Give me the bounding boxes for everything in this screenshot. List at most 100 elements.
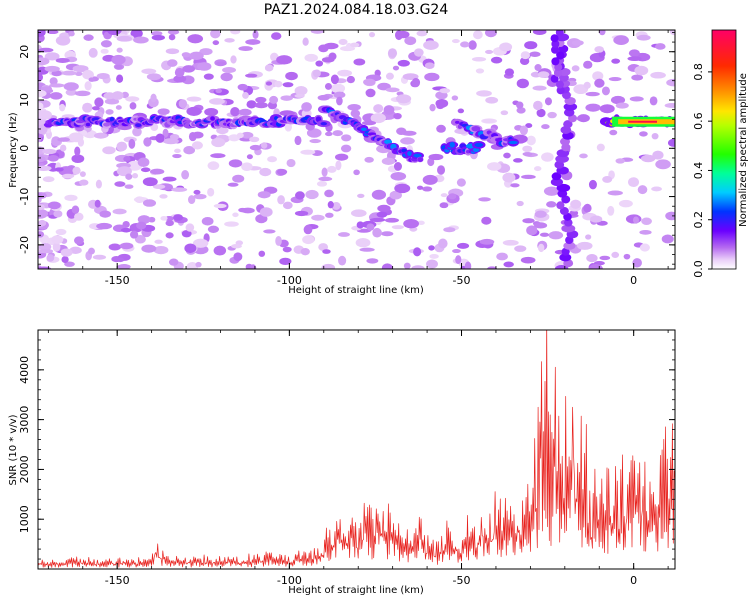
- spectrogram-cell: [404, 36, 417, 46]
- spectrogram-cell: [38, 57, 50, 66]
- spectrogram-cell: [294, 85, 308, 96]
- spectrogram-cell: [197, 62, 212, 71]
- spectrogram-cell: [215, 88, 223, 94]
- spectrogram-cell: [385, 87, 400, 93]
- spectrogram-cell: [324, 83, 332, 90]
- spectrogram-cell: [520, 256, 536, 264]
- spectrogram-cell: [79, 179, 89, 186]
- spectrogram-cell: [452, 248, 461, 254]
- spectrogram-cell: [364, 156, 374, 163]
- spectrogram-cell: [213, 245, 227, 256]
- spectrogram-cell: [547, 111, 557, 119]
- spectrogram-cell: [93, 132, 108, 139]
- spectrogram-cell: [64, 261, 75, 267]
- spectrogram-cell: [96, 72, 110, 80]
- spectrogram-cell: [516, 101, 524, 109]
- spectrogram-cell: [246, 100, 257, 109]
- spectrogram-cell: [541, 124, 550, 130]
- spectrogram-cell: [304, 53, 318, 62]
- spectrogram-cell: [203, 73, 214, 80]
- spectrogram-cell: [40, 86, 53, 91]
- spectrogram-cell: [516, 200, 524, 207]
- spectrogram-cell: [655, 159, 671, 170]
- spectrogram-cell: [372, 227, 382, 238]
- spectrogram-cell: [309, 139, 322, 144]
- spectrogram-cell: [279, 257, 292, 266]
- spectrogram-cell: [165, 220, 174, 227]
- spectrogram-cell: [166, 59, 178, 67]
- spectrogram-cell: [230, 106, 240, 117]
- spectrogram-cell: [499, 42, 513, 52]
- spectrogram-y-tick-label: -10: [18, 188, 31, 206]
- spectrogram-cell: [88, 47, 98, 58]
- spectrogram-cell: [55, 57, 70, 64]
- spectrogram-cell: [482, 118, 495, 123]
- spectrogram-cell: [623, 253, 631, 260]
- spectrogram-cell: [487, 266, 498, 269]
- spectrogram-cell: [546, 201, 557, 208]
- spectrogram-cell: [579, 153, 588, 159]
- spectrogram-cell: [521, 174, 536, 179]
- spectrogram-x-axis-label: Height of straight line (km): [288, 285, 424, 296]
- spectrogram-cell: [448, 193, 457, 200]
- spectrogram-cell: [123, 155, 131, 162]
- spectrogram-cell: [628, 49, 640, 57]
- spectrogram-cell: [154, 239, 163, 244]
- spectrogram-cell: [599, 255, 611, 261]
- spectrogram-cell: [64, 194, 78, 201]
- spectrogram-cell: [294, 93, 305, 98]
- spectrogram-cell: [187, 34, 204, 44]
- spectrogram-cell: [68, 31, 75, 37]
- spectrogram-cell: [47, 201, 61, 210]
- spectrogram-cell: [641, 217, 652, 225]
- spectrogram-cell: [65, 89, 77, 96]
- spectrogram-cell: [257, 191, 271, 199]
- spectrogram-cell: [242, 91, 249, 99]
- spectrogram-cell: [300, 149, 316, 155]
- spectrogram-cell: [651, 132, 659, 140]
- spectrogram-cell: [522, 151, 533, 157]
- colorbar-tick-label: 0.0: [692, 260, 705, 278]
- spectrogram-cell: [513, 158, 523, 163]
- spectrogram-cell: [318, 44, 329, 53]
- spectrogram-cell: [61, 256, 69, 264]
- spectrogram-cell: [195, 261, 202, 268]
- spectrogram-cell: [135, 123, 142, 128]
- spectrogram-cell: [538, 243, 545, 253]
- spectrogram-cell: [411, 77, 421, 88]
- spectrogram-cell: [74, 90, 91, 97]
- spectrogram-cell: [474, 142, 484, 148]
- spectrogram-cell: [108, 243, 122, 251]
- spectrogram-cell: [385, 72, 394, 80]
- spectrogram-cell: [476, 90, 492, 97]
- snr-x-tick-label: -100: [277, 574, 302, 587]
- spectrogram-cell: [423, 40, 439, 50]
- spectrogram-cell: [522, 145, 533, 153]
- spectrogram-cell: [435, 98, 449, 108]
- spectrogram-cell: [371, 189, 387, 200]
- spectrogram-cell: [332, 201, 341, 210]
- spectrogram-cell: [181, 230, 192, 238]
- spectrogram-cell: [366, 223, 375, 231]
- spectrogram-cell: [519, 125, 528, 136]
- spectrogram-cell: [103, 92, 116, 100]
- spectrogram-cell: [53, 210, 63, 218]
- spectrogram-cell: [38, 89, 47, 98]
- spectrogram-cell: [132, 127, 142, 137]
- spectrogram-cell: [259, 207, 273, 217]
- spectrogram-cell: [274, 80, 283, 88]
- spectrogram-cell: [300, 248, 310, 256]
- spectrogram-cell: [207, 225, 220, 233]
- spectrogram-cell: [38, 192, 42, 197]
- spectrogram-cell: [598, 30, 606, 36]
- spectrogram-cell: [637, 185, 648, 195]
- spectrogram-cell: [599, 104, 615, 114]
- spectrogram-cell: [449, 141, 455, 148]
- spectrogram-cell: [285, 71, 298, 81]
- spectrogram-cell: [543, 186, 560, 196]
- spectrogram-cell: [38, 30, 46, 37]
- spectrogram-cell: [400, 137, 415, 145]
- spectrogram-x-tick-label: 0: [630, 274, 637, 287]
- spectrogram-cell: [124, 184, 134, 189]
- spectrogram-cell: [428, 153, 444, 161]
